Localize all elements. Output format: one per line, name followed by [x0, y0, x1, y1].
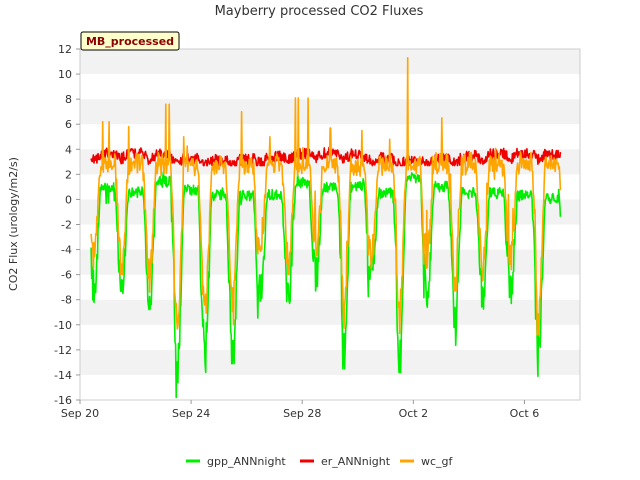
legend-label: wc_gf	[421, 455, 454, 468]
grid-band	[80, 74, 580, 100]
legend-label: er_ANNnight	[321, 455, 391, 468]
grid-bands	[80, 49, 580, 400]
y-tick-label: -10	[54, 319, 72, 332]
grid-band	[80, 99, 580, 125]
x-axis: Sep 20 Sep 24 Sep 28 Oct 2 Oct 6	[61, 400, 539, 420]
y-tick-label: 6	[65, 118, 72, 131]
legend-label: gpp_ANNnight	[207, 455, 286, 468]
y-tick-label: -12	[54, 344, 72, 357]
series-layer	[90, 57, 562, 399]
y-tick-label: -14	[54, 369, 72, 382]
grid-band	[80, 49, 580, 75]
y-axis-label: CO2 Flux (urology/m2/s)	[7, 157, 20, 291]
y-tick-label: -4	[61, 244, 72, 257]
x-tick-label: Oct 2	[399, 407, 429, 420]
grid-band	[80, 349, 580, 375]
y-tick-label: 4	[65, 143, 72, 156]
y-tick-label: -8	[61, 294, 72, 307]
grid-band	[80, 274, 580, 300]
y-tick-label: 12	[58, 43, 72, 56]
grid-band	[80, 249, 580, 275]
grid-band	[80, 299, 580, 325]
legend: gpp_ANNnight er_ANNnight wc_gf	[186, 455, 454, 468]
chart-title: Mayberry processed CO2 Fluxes	[215, 4, 424, 19]
y-tick-label: 10	[58, 68, 72, 81]
series-line-wc-gf	[90, 57, 562, 336]
x-tick-label: Sep 28	[283, 407, 321, 420]
y-tick-label: 2	[65, 168, 72, 181]
y-tick-label: 8	[65, 93, 72, 106]
series-line-gpp-annnight	[90, 171, 562, 399]
grid-band	[80, 374, 580, 400]
badge-label: MB_processed	[86, 35, 174, 48]
x-tick-label: Sep 24	[172, 407, 210, 420]
grid-band	[80, 324, 580, 350]
grid-band	[80, 224, 580, 250]
x-tick-label: Oct 6	[510, 407, 540, 420]
grid-band	[80, 199, 580, 225]
y-tick-label: -16	[54, 394, 72, 407]
y-tick-label: 0	[65, 193, 72, 206]
x-tick-label: Sep 20	[61, 407, 99, 420]
y-axis: -16 -14 -12 -10 -8 -6 -4 -2 0 2 4 6 8 10 12	[54, 43, 80, 407]
y-tick-label: -2	[61, 219, 72, 232]
badge: MB_processed	[80, 31, 180, 51]
y-tick-label: -6	[61, 269, 72, 282]
